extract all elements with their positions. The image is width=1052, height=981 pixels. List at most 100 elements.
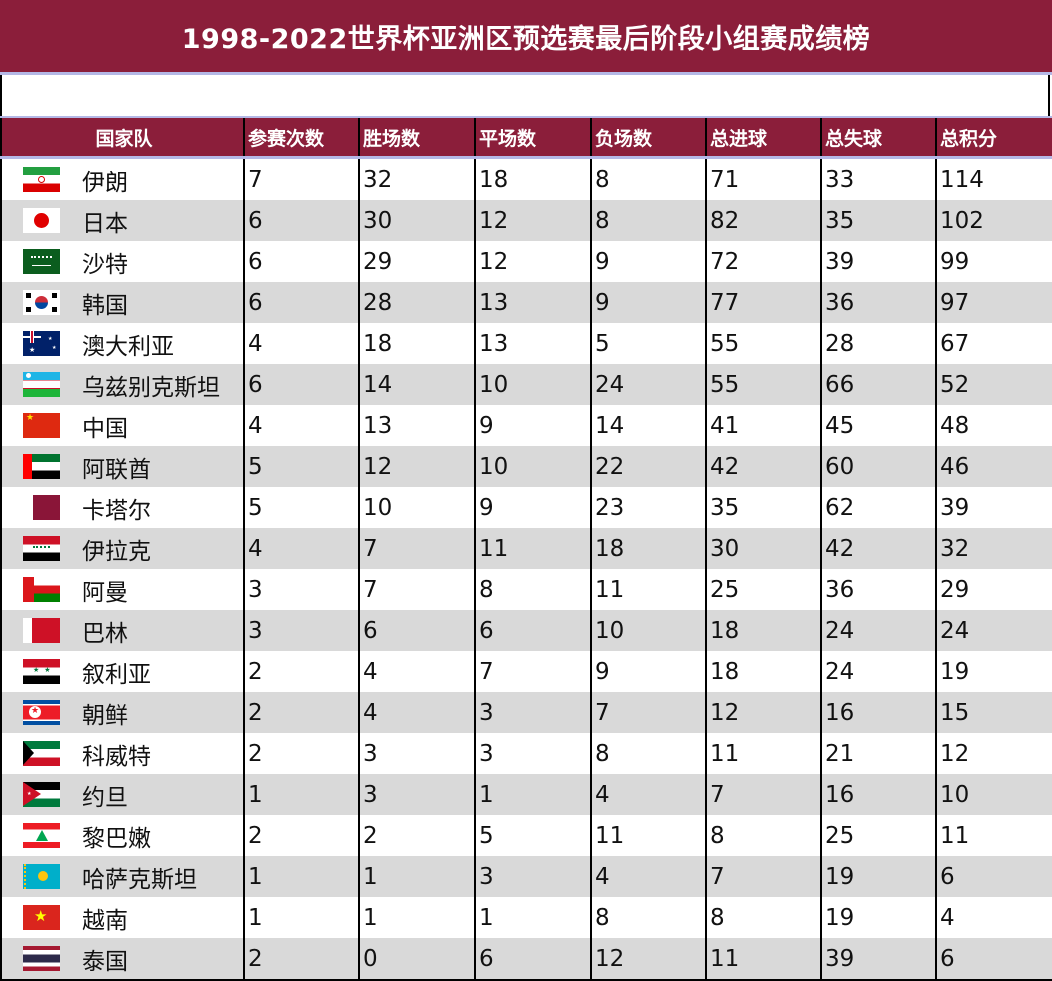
cell-appearances: 3: [243, 569, 359, 610]
table-row: 巴林 3 6 6 10 18 24 24: [0, 610, 1052, 651]
cell-appearances: 1: [243, 897, 359, 938]
qatar-flag-icon: [23, 495, 60, 520]
cell-wins: 28: [358, 282, 475, 323]
cell-team: 哈萨克斯坦: [0, 856, 244, 897]
team-name: 乌兹别克斯坦: [82, 374, 220, 401]
cell-losses: 9: [590, 282, 706, 323]
cell-points: 46: [935, 446, 1052, 487]
table-row: 乌兹别克斯坦 6 14 10 24 55 66 52: [0, 364, 1052, 405]
jordan-flag-icon: ★: [23, 782, 60, 807]
team-name: 叙利亚: [82, 661, 151, 688]
cell-losses: 24: [590, 364, 706, 405]
cell-draws: 10: [474, 364, 591, 405]
cell-team: ★ 中国: [0, 405, 244, 446]
cell-goals-against: 24: [820, 610, 936, 651]
cell-wins: 12: [358, 446, 475, 487]
cell-points: 29: [935, 569, 1052, 610]
cell-points: 99: [935, 241, 1052, 282]
table-row: 卡塔尔 5 10 9 23 35 62 39: [0, 487, 1052, 528]
team-name: 泰国: [82, 948, 128, 975]
team-name: 巴林: [82, 620, 128, 647]
table-row: ★ 约旦 1 3 1 4 7 16 10: [0, 774, 1052, 815]
cell-goals-for: 25: [705, 569, 821, 610]
cell-wins: 1: [358, 856, 475, 897]
bahrain-flag-icon: [23, 618, 60, 643]
cell-goals-for: 35: [705, 487, 821, 528]
cell-appearances: 4: [243, 528, 359, 569]
cell-appearances: 3: [243, 610, 359, 651]
team-name: 澳大利亚: [82, 333, 174, 360]
col-header-wins: 胜场数: [358, 116, 475, 159]
cell-losses: 11: [590, 815, 706, 856]
cell-goals-against: 16: [820, 692, 936, 733]
cell-team: 黎巴嫩: [0, 815, 244, 856]
table-row: 科威特 2 3 3 8 11 21 12: [0, 733, 1052, 774]
spacer: [0, 75, 1050, 116]
cell-draws: 8: [474, 569, 591, 610]
cell-wins: 4: [358, 692, 475, 733]
cell-goals-against: 45: [820, 405, 936, 446]
cell-team: 卡塔尔: [0, 487, 244, 528]
team-name: 韩国: [82, 292, 128, 319]
table-row: ★ 中国 4 13 9 14 41 45 48: [0, 405, 1052, 446]
cell-team: 阿联酋: [0, 446, 244, 487]
cell-team: 沙特: [0, 241, 244, 282]
cell-points: 12: [935, 733, 1052, 774]
cell-goals-against: 60: [820, 446, 936, 487]
cell-wins: 14: [358, 364, 475, 405]
cell-wins: 13: [358, 405, 475, 446]
cell-goals-against: 62: [820, 487, 936, 528]
cell-appearances: 1: [243, 774, 359, 815]
cell-appearances: 6: [243, 282, 359, 323]
cell-goals-for: 55: [705, 364, 821, 405]
cell-goals-for: 11: [705, 938, 821, 981]
cell-appearances: 5: [243, 446, 359, 487]
cell-wins: 1: [358, 897, 475, 938]
cell-appearances: 4: [243, 323, 359, 364]
vietnam-flag-icon: ★: [23, 905, 60, 930]
col-header-losses: 负场数: [590, 116, 706, 159]
team-name: 哈萨克斯坦: [82, 866, 197, 893]
kuwait-flag-icon: [23, 741, 60, 766]
iran-flag-icon: [23, 167, 60, 192]
cell-team: 巴林: [0, 610, 244, 651]
cell-losses: 4: [590, 774, 706, 815]
cell-points: 52: [935, 364, 1052, 405]
col-header-goals-against: 总失球: [820, 116, 936, 159]
col-header-draws: 平场数: [474, 116, 591, 159]
cell-goals-for: 77: [705, 282, 821, 323]
cell-appearances: 2: [243, 651, 359, 692]
table-row: 日本 6 30 12 8 82 35 102: [0, 200, 1052, 241]
cell-appearances: 6: [243, 364, 359, 405]
cell-wins: 0: [358, 938, 475, 981]
cell-appearances: 1: [243, 856, 359, 897]
cell-draws: 12: [474, 241, 591, 282]
title-bar: 1998-2022世界杯亚洲区预选赛最后阶段小组赛成绩榜: [0, 0, 1052, 75]
cell-appearances: 6: [243, 200, 359, 241]
cell-wins: 29: [358, 241, 475, 282]
cell-goals-for: 42: [705, 446, 821, 487]
cell-goals-against: 39: [820, 938, 936, 981]
cell-points: 97: [935, 282, 1052, 323]
cell-draws: 7: [474, 651, 591, 692]
table-row: 沙特 6 29 12 9 72 39 99: [0, 241, 1052, 282]
cell-draws: 11: [474, 528, 591, 569]
cell-draws: 9: [474, 487, 591, 528]
team-name: 伊朗: [82, 169, 128, 196]
team-name: 中国: [82, 415, 128, 442]
cell-goals-against: 21: [820, 733, 936, 774]
cell-goals-against: 25: [820, 815, 936, 856]
team-name: 沙特: [82, 251, 128, 278]
kazakhstan-flag-icon: [23, 864, 60, 889]
cell-appearances: 2: [243, 938, 359, 981]
uzbekistan-flag-icon: [23, 372, 60, 397]
cell-goals-against: 19: [820, 897, 936, 938]
cell-team: 阿曼: [0, 569, 244, 610]
cell-wins: 4: [358, 651, 475, 692]
cell-points: 114: [935, 157, 1052, 200]
cell-wins: 18: [358, 323, 475, 364]
cell-team: ★ 约旦: [0, 774, 244, 815]
cell-goals-against: 39: [820, 241, 936, 282]
cell-losses: 9: [590, 241, 706, 282]
cell-appearances: 2: [243, 815, 359, 856]
